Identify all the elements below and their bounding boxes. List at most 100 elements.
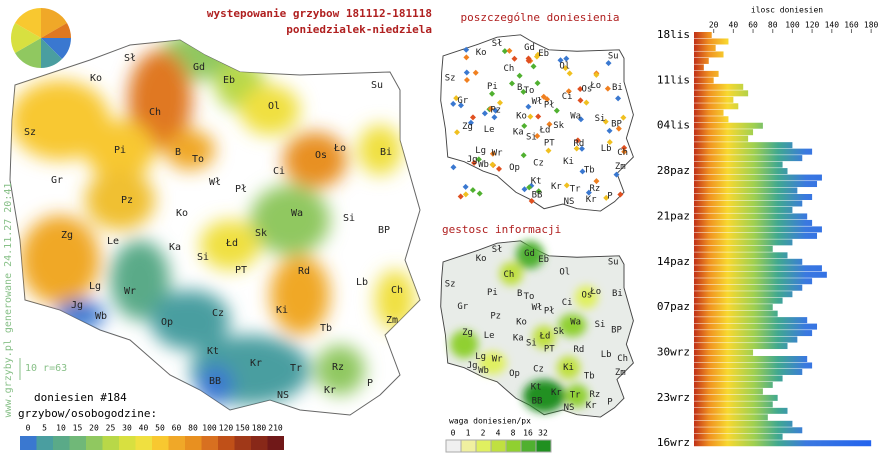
city-label: Ch xyxy=(391,285,403,296)
y-tick-label: 23wrz xyxy=(657,391,690,404)
city-label: Wł xyxy=(532,97,543,107)
x-tick-label: 140 xyxy=(825,21,840,30)
report-dot xyxy=(534,80,541,87)
scale-swatch xyxy=(251,436,268,450)
x-tick-label: 80 xyxy=(768,21,778,30)
city-label: Lb xyxy=(356,277,368,288)
bar xyxy=(694,252,788,259)
report-dot xyxy=(620,114,627,121)
city-label: BB xyxy=(209,376,221,387)
scale-label: 210 xyxy=(268,424,283,433)
weight-label: 1 xyxy=(466,429,471,438)
bar xyxy=(694,271,827,278)
scale-swatch xyxy=(36,436,53,450)
city-label: Gd xyxy=(524,43,535,53)
city-label: To xyxy=(524,292,535,302)
city-label: Cz xyxy=(533,365,544,375)
bar xyxy=(694,155,803,162)
city-label: Pł xyxy=(235,184,247,195)
chart-title: ilosc doniesien xyxy=(751,6,823,15)
city-label: Lg xyxy=(475,146,486,156)
bar xyxy=(694,77,714,84)
city-label: Si xyxy=(343,213,355,224)
city-label: Cz xyxy=(212,308,224,319)
bar xyxy=(694,401,773,408)
scale-swatch xyxy=(86,436,103,450)
generated-note: www.grzyby.pl generowane 24.11.27 20:41 xyxy=(3,183,14,418)
city-label: Ol xyxy=(268,101,280,112)
bar xyxy=(694,90,749,97)
scale-label: 5 xyxy=(42,424,47,433)
city-label: PT xyxy=(544,344,555,354)
city-label: Tr xyxy=(570,184,581,194)
bar xyxy=(694,420,793,427)
scale-swatch xyxy=(201,436,218,450)
bar xyxy=(694,239,793,246)
bar xyxy=(694,388,763,395)
city-label: Gd xyxy=(524,249,535,259)
city-label: Rz xyxy=(589,390,600,400)
city-label: PT xyxy=(544,138,555,148)
x-tick-label: 160 xyxy=(844,21,859,30)
city-label: Sł xyxy=(124,53,136,64)
city-label: Si xyxy=(197,252,209,263)
city-label: Pz xyxy=(490,312,501,322)
bar xyxy=(694,323,818,330)
city-label: Ki xyxy=(563,363,574,373)
bar xyxy=(694,226,822,233)
bar xyxy=(694,174,822,181)
bar xyxy=(694,356,808,362)
scale-label: 150 xyxy=(235,424,250,433)
report-dot xyxy=(462,183,469,190)
report-dot xyxy=(450,164,457,171)
city-label: Ko xyxy=(176,208,188,219)
report-dot xyxy=(520,152,527,159)
bar xyxy=(694,219,813,226)
weight-label: 0 xyxy=(451,429,456,438)
report-dot xyxy=(566,70,573,77)
city-label: P xyxy=(607,192,612,202)
city-label: Ki xyxy=(563,157,574,167)
city-label: Op xyxy=(161,317,173,328)
city-label: Su xyxy=(608,257,619,267)
weight-label: 16 xyxy=(523,429,533,438)
bar xyxy=(694,161,783,168)
city-label: Ch xyxy=(617,148,628,158)
city-label: Kr xyxy=(250,358,262,369)
city-label: Ło xyxy=(333,143,346,154)
city-label: Wb xyxy=(478,366,489,376)
y-tick-label: 14paz xyxy=(657,255,690,268)
city-label: Ło xyxy=(589,287,601,297)
city-label: Kr xyxy=(551,388,562,398)
scale-label: 50 xyxy=(155,424,165,433)
bar xyxy=(694,109,724,116)
city-label: Bi xyxy=(612,83,623,93)
report-dot xyxy=(489,90,496,97)
city-label: Gd xyxy=(193,62,205,73)
report-dot xyxy=(535,188,542,195)
bar xyxy=(694,317,808,324)
city-label: Ci xyxy=(562,298,573,308)
city-label: Sz xyxy=(445,74,456,84)
weight-swatch xyxy=(490,439,507,453)
report-dot xyxy=(526,184,533,191)
city-label: Os xyxy=(581,84,592,94)
report-dot xyxy=(578,145,585,152)
report-dot xyxy=(472,69,479,76)
bar xyxy=(694,206,793,213)
bar xyxy=(694,32,712,38)
city-label: B xyxy=(517,83,522,93)
map2-title: poszczególne doniesienia xyxy=(461,11,620,24)
city-label: Op xyxy=(509,163,520,173)
city-label: B xyxy=(175,147,181,158)
report-dot xyxy=(520,88,527,95)
report-dot xyxy=(511,55,518,62)
bar xyxy=(694,168,788,175)
report-dot xyxy=(527,113,534,120)
report-dot xyxy=(615,125,622,132)
bar xyxy=(694,304,773,311)
bar xyxy=(694,362,813,369)
y-tick-label: 16wrz xyxy=(657,436,690,449)
count-label: doniesien #184 xyxy=(34,391,127,404)
